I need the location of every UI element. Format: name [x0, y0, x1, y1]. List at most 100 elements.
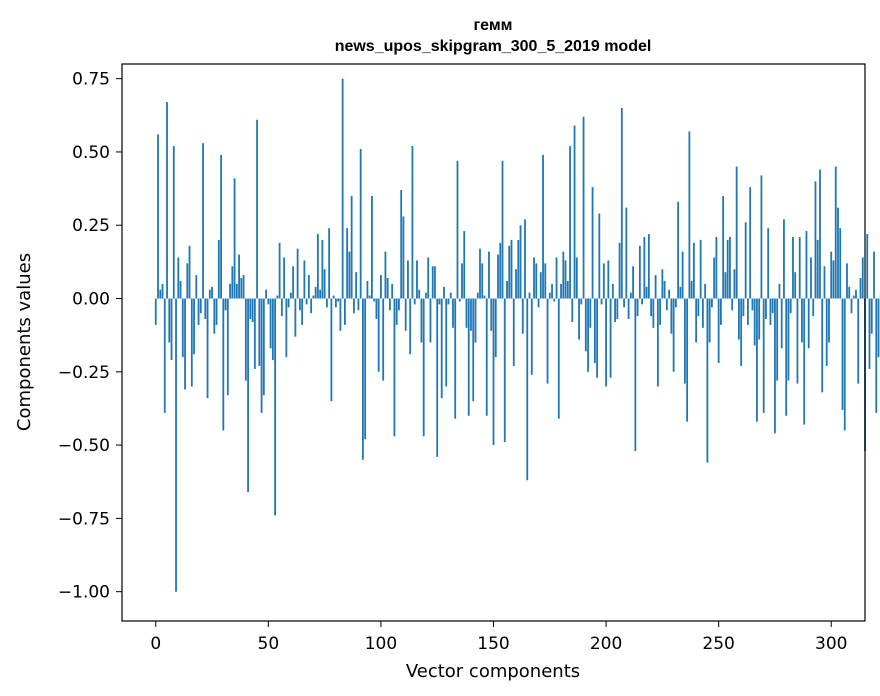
- bar-component-158: [510, 239, 513, 299]
- bar-component-179: [557, 298, 560, 419]
- bar-component-66: [303, 260, 306, 299]
- bar-component-77: [328, 228, 331, 299]
- bar-component-14: [186, 263, 189, 299]
- bar-component-170: [537, 298, 540, 308]
- bar-component-76: [325, 298, 328, 308]
- bar-component-113: [409, 298, 412, 355]
- bar-component-108: [398, 298, 400, 311]
- bar-component-288: [803, 298, 806, 425]
- bar-component-138: [465, 298, 468, 328]
- bar-component-54: [276, 295, 279, 299]
- bar-component-291: [810, 257, 812, 299]
- bar-component-278: [780, 298, 783, 349]
- chart-title: гемм: [473, 17, 512, 34]
- bar-component-209: [625, 207, 628, 299]
- bar-component-18: [195, 275, 198, 299]
- bar-component-92: [362, 298, 364, 460]
- bar-component-200: [605, 298, 607, 387]
- y-tick-label: 0.75: [72, 70, 110, 90]
- bar-component-78: [330, 298, 333, 402]
- y-tick-label: −1.00: [58, 583, 110, 603]
- bar-component-83: [341, 78, 344, 299]
- bar-component-275: [774, 298, 776, 434]
- bar-component-89: [355, 272, 358, 299]
- bar-component-257: [733, 269, 736, 299]
- bar-component-173: [544, 263, 547, 299]
- bar-component-88: [353, 298, 355, 314]
- x-tick-label: 250: [702, 634, 734, 654]
- bar-component-111: [404, 298, 407, 331]
- bar-component-87: [350, 195, 353, 299]
- bar-component-115: [413, 298, 416, 305]
- bar-component-302: [834, 166, 837, 299]
- bar-component-58: [285, 298, 288, 358]
- bar-component-120: [425, 292, 427, 299]
- bar-component-73: [319, 289, 322, 299]
- bar-component-298: [825, 298, 828, 366]
- x-axis-ticks: 0 50 100 150 200 250 300: [150, 621, 847, 654]
- bar-component-239: [692, 242, 695, 299]
- bar-component-69: [310, 298, 313, 314]
- bar-component-80: [334, 298, 337, 308]
- bar-component-175: [548, 292, 551, 299]
- bar-component-99: [377, 298, 380, 372]
- bar-component-228: [668, 289, 671, 299]
- bar-component-259: [738, 298, 740, 340]
- bar-component-12: [181, 298, 184, 358]
- bar-component-299: [828, 298, 830, 343]
- bar-component-136: [461, 263, 463, 299]
- bar-component-171: [539, 272, 542, 299]
- bar-component-162: [519, 225, 522, 299]
- bar-component-261: [742, 298, 745, 317]
- bar-component-135: [458, 298, 461, 302]
- bar-component-269: [760, 175, 763, 299]
- chart-subtitle: news_upos_skipgram_300_5_2019 model: [335, 38, 652, 55]
- bar-component-210: [627, 298, 630, 320]
- bar-component-132: [452, 298, 454, 328]
- bar-component-217: [643, 236, 646, 299]
- bar-component-192: [587, 298, 589, 372]
- bar-component-182: [564, 260, 567, 299]
- bar-component-311: [855, 289, 857, 299]
- bar-component-264: [749, 187, 752, 299]
- bar-component-168: [533, 257, 535, 299]
- bar-component-149: [490, 298, 493, 331]
- bar-component-63: [296, 248, 299, 299]
- bar-component-4: [163, 298, 166, 413]
- bar-component-21: [202, 143, 204, 299]
- bar-component-320: [875, 298, 878, 413]
- bar-component-141: [472, 298, 475, 402]
- bar-component-206: [618, 242, 621, 299]
- bar-component-28: [217, 239, 220, 299]
- bar-component-22: [204, 298, 207, 320]
- y-tick-label: 0.00: [72, 290, 110, 310]
- bar-component-231: [674, 298, 677, 308]
- bar-component-180: [560, 283, 562, 299]
- bar-component-205: [616, 298, 619, 320]
- bar-component-153: [499, 242, 502, 299]
- bar-component-238: [690, 280, 693, 299]
- bar-component-9: [175, 298, 177, 592]
- bar-component-212: [632, 266, 634, 299]
- bar-component-55: [278, 242, 281, 299]
- bar-component-204: [614, 298, 616, 322]
- bar-component-256: [731, 298, 734, 311]
- bar-component-243: [701, 298, 704, 328]
- x-tick-label: 300: [815, 634, 847, 654]
- bar-component-248: [713, 257, 716, 299]
- bar-component-1: [157, 134, 159, 299]
- bar-component-156: [506, 280, 508, 299]
- bar-component-47: [260, 298, 263, 413]
- bar-component-251: [720, 298, 722, 325]
- bar-component-189: [580, 298, 583, 305]
- bar-component-52: [271, 298, 274, 361]
- bar-component-128: [443, 286, 445, 299]
- bar-component-317: [868, 298, 871, 369]
- bar-component-316: [866, 234, 869, 299]
- bar-component-130: [447, 298, 450, 305]
- bar-component-57: [283, 257, 286, 299]
- bar-component-309: [850, 298, 853, 314]
- bar-component-234: [681, 251, 684, 299]
- bar-component-178: [555, 257, 558, 299]
- bar-component-246: [708, 298, 711, 343]
